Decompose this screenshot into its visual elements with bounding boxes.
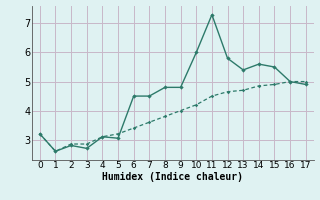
- X-axis label: Humidex (Indice chaleur): Humidex (Indice chaleur): [102, 172, 243, 182]
